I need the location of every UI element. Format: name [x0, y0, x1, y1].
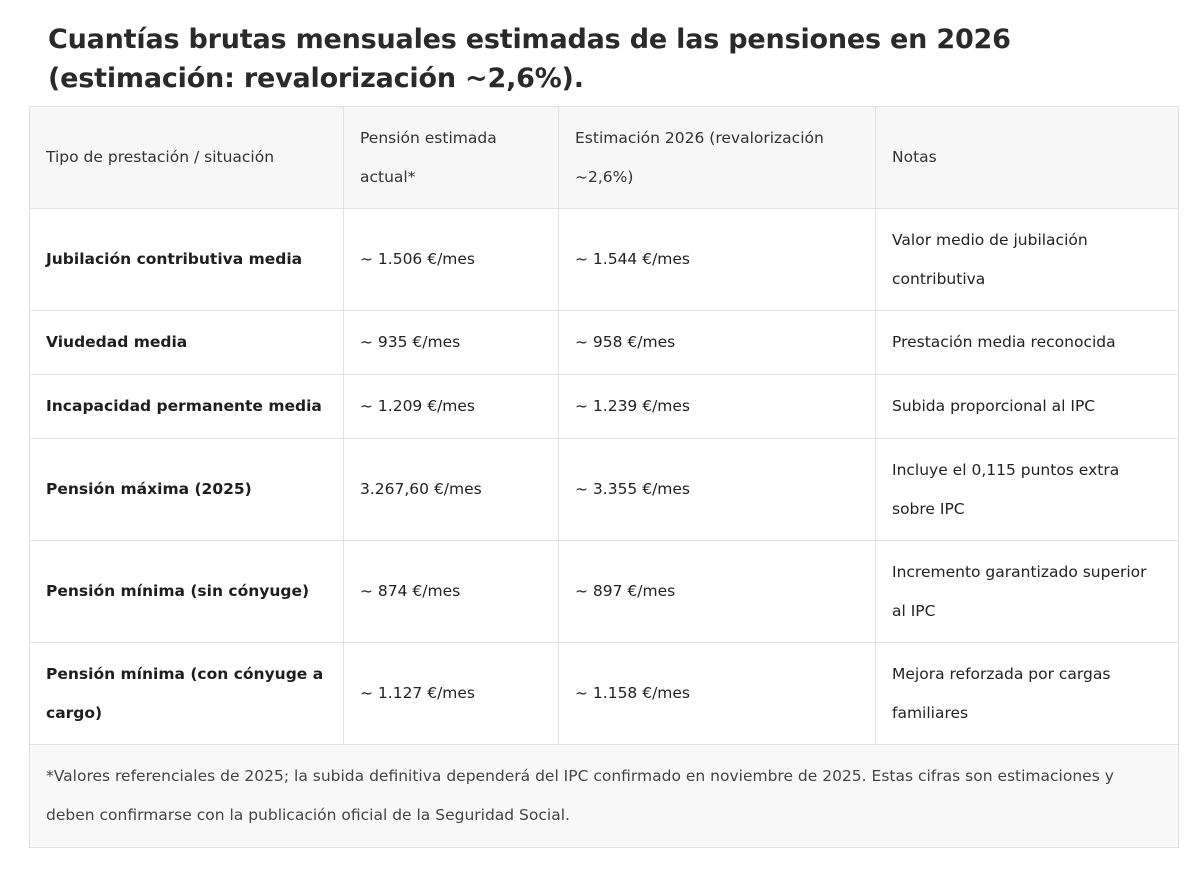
table-row: Pensión máxima (2025) 3.267,60 €/mes ~ 3…	[29, 438, 1179, 541]
cell-2026: ~ 1.544 €/mes	[558, 208, 876, 311]
cell-2026: ~ 1.239 €/mes	[558, 374, 876, 439]
cell-notes: Mejora reforzada por cargas familiares	[875, 642, 1179, 745]
page-title: Cuantías brutas mensuales estimadas de l…	[48, 24, 1011, 94]
cell-current: ~ 1.209 €/mes	[343, 374, 559, 439]
table-header-row: Tipo de prestación / situación Pensión e…	[29, 106, 1179, 209]
cell-type: Pensión mínima (sin cónyuge)	[29, 540, 344, 643]
cell-type: Jubilación contributiva media	[29, 208, 344, 311]
cell-notes: Prestación media reconocida	[875, 310, 1179, 375]
footnote-row: *Valores referenciales de 2025; la subid…	[29, 744, 1179, 848]
cell-current: ~ 1.506 €/mes	[343, 208, 559, 311]
cell-2026: ~ 897 €/mes	[558, 540, 876, 643]
cell-type: Pensión mínima (con cónyuge a cargo)	[29, 642, 344, 745]
header-notes: Notas	[875, 106, 1179, 209]
cell-2026: ~ 3.355 €/mes	[558, 438, 876, 541]
table-row: Pensión mínima (con cónyuge a cargo) ~ 1…	[29, 642, 1179, 745]
cell-current: ~ 935 €/mes	[343, 310, 559, 375]
cell-2026: ~ 958 €/mes	[558, 310, 876, 375]
cell-notes: Incremento garantizado superior al IPC	[875, 540, 1179, 643]
pensions-table: Tipo de prestación / situación Pensión e…	[29, 106, 1179, 848]
cell-notes: Valor medio de jubilación contributiva	[875, 208, 1179, 311]
cell-current: ~ 874 €/mes	[343, 540, 559, 643]
footnote: *Valores referenciales de 2025; la subid…	[29, 744, 1179, 848]
table-row: Jubilación contributiva media ~ 1.506 €/…	[29, 208, 1179, 311]
cell-type: Viudedad media	[29, 310, 344, 375]
cell-type: Pensión máxima (2025)	[29, 438, 344, 541]
header-2026: Estimación 2026 (revalorización ~2,6%)	[558, 106, 876, 209]
cell-2026: ~ 1.158 €/mes	[558, 642, 876, 745]
header-type: Tipo de prestación / situación	[29, 106, 344, 209]
cell-type: Incapacidad permanente media	[29, 374, 344, 439]
cell-notes: Incluye el 0,115 puntos extra sobre IPC	[875, 438, 1179, 541]
table-row: Viudedad media ~ 935 €/mes ~ 958 €/mes P…	[29, 310, 1179, 375]
cell-current: ~ 1.127 €/mes	[343, 642, 559, 745]
cell-notes: Subida proporcional al IPC	[875, 374, 1179, 439]
header-current: Pensión estimada actual*	[343, 106, 559, 209]
cell-current: 3.267,60 €/mes	[343, 438, 559, 541]
table-row: Incapacidad permanente media ~ 1.209 €/m…	[29, 374, 1179, 439]
table-row: Pensión mínima (sin cónyuge) ~ 874 €/mes…	[29, 540, 1179, 643]
